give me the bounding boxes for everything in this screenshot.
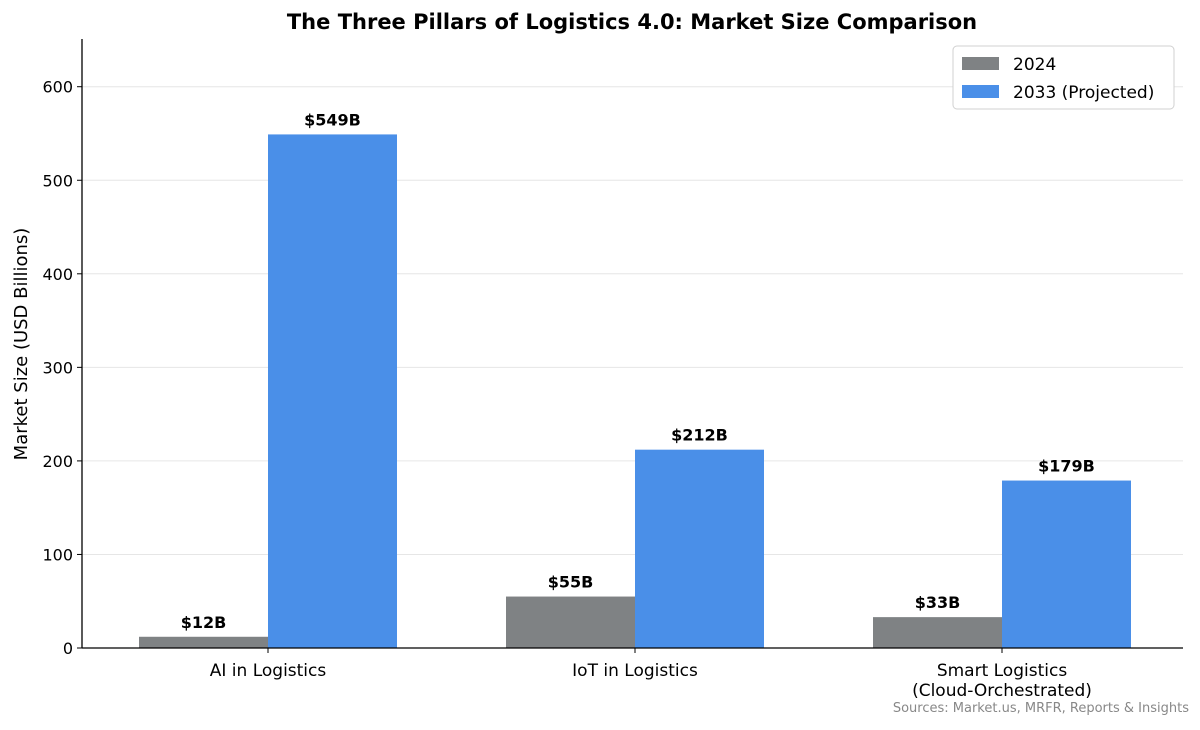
source-note: Sources: Market.us, MRFR, Reports & Insi…: [893, 701, 1189, 716]
bar-2024: [139, 636, 268, 648]
data-label: $179B: [1038, 457, 1095, 476]
bars: $12B $55B $33B $549B $212B $179B: [139, 110, 1131, 648]
y-tick-label: 200: [42, 452, 73, 471]
bar-2033: [1002, 480, 1131, 648]
legend-label: 2033 (Projected): [1013, 83, 1154, 103]
legend-swatch: [962, 57, 999, 70]
grid: [82, 86, 1183, 555]
x-tick-label: Smart Logistics: [937, 661, 1068, 681]
y-tick-label: 600: [42, 78, 73, 97]
legend: 2024 2033 (Projected): [952, 45, 1175, 110]
bar-2024: [506, 596, 635, 648]
legend-swatch: [962, 85, 999, 98]
bar-2024: [873, 617, 1002, 648]
bar-2033: [635, 449, 764, 648]
y-tick-label: 0: [63, 639, 73, 658]
x-tick-label: (Cloud-Orchestrated): [912, 681, 1092, 701]
x-tick-label: IoT in Logistics: [572, 661, 698, 681]
x-tick-label: AI in Logistics: [210, 661, 327, 681]
data-label: $212B: [671, 426, 728, 445]
y-tick-label: 500: [42, 171, 73, 190]
chart-title: The Three Pillars of Logistics 4.0: Mark…: [287, 10, 977, 34]
y-tick-label: 300: [42, 358, 73, 377]
data-label: $549B: [304, 110, 361, 129]
legend-box: [952, 45, 1175, 110]
y-tick-label: 100: [42, 545, 73, 564]
legend-label: 2024: [1013, 55, 1056, 75]
bar-2033: [268, 134, 397, 648]
data-label: $12B: [181, 613, 227, 632]
y-tick-label: 400: [42, 265, 73, 284]
data-label: $55B: [548, 573, 594, 592]
axes: 0 100 200 300 400 500 600 AI in Logistics IoT in…: [42, 39, 1183, 701]
y-axis-label: Market Size (USD Billions): [11, 228, 32, 461]
data-label: $33B: [915, 593, 961, 612]
